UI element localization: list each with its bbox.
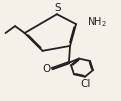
Text: NH$_2$: NH$_2$ (87, 15, 107, 29)
Text: Cl: Cl (80, 79, 91, 89)
Text: O: O (42, 64, 50, 74)
Text: S: S (55, 3, 61, 13)
